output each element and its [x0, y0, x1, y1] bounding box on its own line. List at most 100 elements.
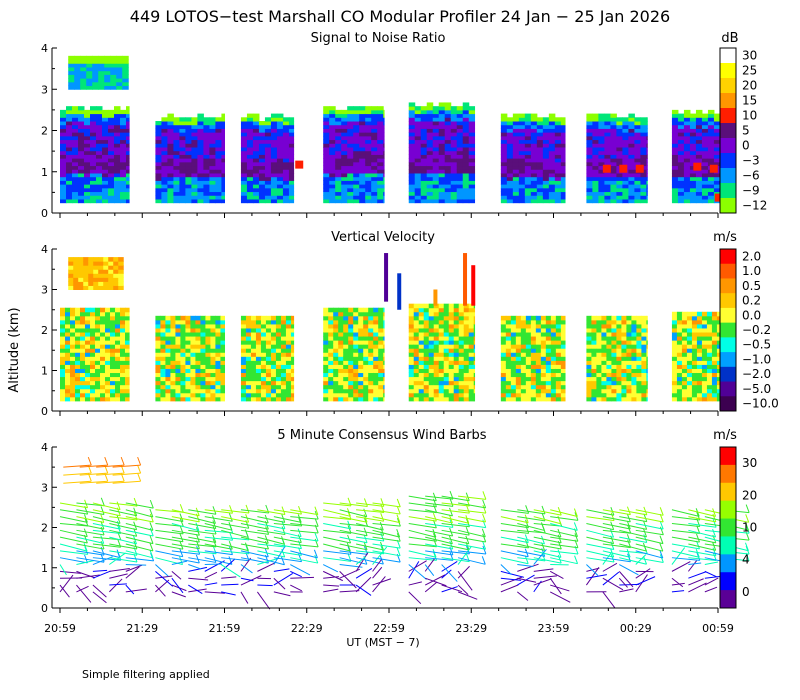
vv-cell [60, 315, 66, 321]
wind-barb [92, 584, 107, 598]
vv-cell [275, 327, 282, 333]
wind-barb [273, 546, 286, 565]
vv-cell [120, 384, 126, 390]
wind-barb [322, 564, 339, 573]
vv-cell [195, 380, 201, 386]
snr-cell [426, 198, 434, 204]
vv-cell [240, 376, 247, 382]
vv-cell [353, 311, 359, 317]
vv-cell [423, 327, 430, 333]
vv-cell [70, 340, 76, 345]
vv-cell [88, 273, 94, 278]
snr-cell [536, 147, 544, 152]
snr-cell [456, 187, 464, 193]
snr-cell [701, 176, 709, 181]
wind-barb [125, 516, 154, 523]
wind-barb [372, 550, 401, 557]
snr-cell [512, 150, 520, 155]
snr-cell [610, 198, 617, 204]
vv-cell [646, 364, 648, 369]
snr-cell [114, 147, 121, 152]
vv-cell [646, 315, 648, 321]
vv-cell [555, 352, 562, 357]
snr-cell [701, 169, 709, 174]
snr-cell [371, 117, 378, 122]
snr-cell [677, 135, 685, 141]
vv-cell [93, 281, 99, 286]
snr-cell [116, 63, 123, 68]
vv-cell [601, 348, 607, 353]
vv-cell [468, 384, 475, 390]
snr-cell [371, 191, 378, 196]
snr-cell [197, 187, 204, 193]
vv-cell [510, 380, 517, 386]
snr-cell [554, 180, 562, 185]
vv-cell [591, 364, 597, 369]
vv-cell [686, 372, 693, 378]
vv-cell [175, 336, 181, 341]
snr-cell [500, 113, 508, 118]
vv-cell [105, 344, 111, 349]
wind-barb-flag [432, 529, 437, 538]
vv-cell [596, 384, 602, 390]
wind-barb-flag [314, 506, 319, 515]
vv-cell [525, 319, 532, 325]
vv-cell [200, 356, 206, 361]
snr-cell [432, 180, 440, 185]
snr-cell [167, 158, 174, 163]
vv-cell [210, 352, 216, 357]
vv-cell [525, 352, 532, 357]
vv-cell [363, 336, 369, 341]
vv-cell [368, 340, 374, 345]
snr-cell [524, 139, 532, 144]
snr-cell [592, 161, 599, 167]
vv-cell [90, 323, 96, 329]
snr-cell [444, 147, 452, 152]
snr-cell [518, 161, 526, 167]
vv-cell [520, 376, 527, 382]
snr-cell [276, 135, 284, 141]
vv-cell [418, 323, 425, 329]
snr-cell [126, 154, 130, 159]
vv-cell [85, 352, 91, 357]
vv-cell [328, 348, 334, 353]
vv-cell [373, 315, 379, 321]
snr-cell [634, 124, 641, 129]
snr-cell [126, 176, 130, 181]
snr-cell [60, 187, 67, 193]
vv-cell [438, 323, 445, 329]
vv-cell [90, 380, 96, 386]
vv-cell [520, 384, 527, 390]
snr-cell [671, 121, 679, 126]
vv-cell [550, 323, 557, 329]
snr-cell [282, 139, 290, 144]
vv-cell [60, 392, 66, 398]
vv-cell [73, 281, 79, 286]
vv-cell [520, 344, 527, 349]
snr-cell [323, 180, 330, 185]
vv-cell [90, 396, 96, 402]
vv-cell [348, 323, 354, 329]
wind-barb [240, 577, 254, 582]
vv-cell [98, 269, 104, 274]
snr-cell [548, 176, 556, 181]
vv-cell [220, 332, 225, 337]
wind-barb [257, 536, 285, 545]
snr-cell [264, 132, 272, 137]
snr-cell [450, 165, 458, 170]
snr-cell [420, 191, 428, 196]
vv-cell [80, 392, 86, 398]
snr-cell [530, 124, 538, 129]
snr-cell [646, 161, 648, 167]
snr-cell [506, 132, 514, 137]
snr-cell [371, 135, 378, 141]
vv-cell [353, 368, 359, 374]
vv-cell [646, 327, 648, 333]
snr-cell [530, 147, 538, 152]
snr-cell [640, 172, 647, 178]
vv-cell [275, 344, 282, 349]
vv-cell [681, 372, 688, 378]
vv-cell [285, 319, 292, 325]
vv-cell [160, 372, 166, 378]
vv-cell [83, 257, 89, 262]
